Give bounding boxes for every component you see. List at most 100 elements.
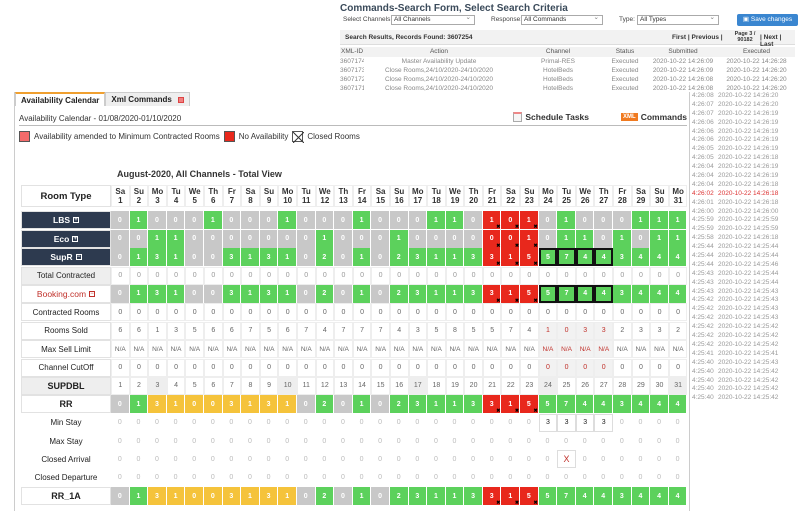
table-row[interactable]: 4:25:42 2020-10-22 14:25:43 xyxy=(692,314,800,323)
table-row[interactable]: 4:26:07 2020-10-22 14:26:20 xyxy=(692,101,800,110)
day-cell[interactable]: 3 xyxy=(222,284,242,303)
day-cell[interactable]: 1 xyxy=(352,487,372,506)
day-cell[interactable]: 3 xyxy=(613,395,632,414)
day-cell[interactable]: 2 xyxy=(315,487,335,506)
column-header[interactable]: Submitted xyxy=(668,48,698,55)
day-cell[interactable]: 3 xyxy=(482,248,502,267)
row-label[interactable]: LBS + xyxy=(21,211,111,230)
day-cell[interactable]: 1 xyxy=(445,248,465,267)
table-row[interactable]: 4:25:43 2020-10-22 14:25:44 xyxy=(692,279,800,288)
day-cell[interactable]: 1 xyxy=(278,395,297,414)
day-cell[interactable]: 7 xyxy=(557,284,576,303)
table-row[interactable]: 4:25:40 2020-10-22 14:25:43 xyxy=(692,359,800,368)
day-cell[interactable]: 3 xyxy=(148,284,167,303)
response-select[interactable]: All Commands xyxy=(521,14,603,25)
day-cell[interactable]: 0 xyxy=(594,229,614,248)
day-cell[interactable]: 3 xyxy=(464,487,483,506)
day-cell[interactable]: 5 xyxy=(538,395,558,414)
day-cell[interactable]: 5 xyxy=(520,395,539,414)
day-cell[interactable]: 1 xyxy=(427,248,446,267)
pager-next-last[interactable]: | Next | Last xyxy=(760,34,782,48)
day-cell[interactable]: 0 xyxy=(111,284,130,303)
day-cell[interactable]: 0 xyxy=(111,395,130,414)
day-cell[interactable]: 0 xyxy=(501,229,521,249)
day-cell[interactable]: 0 xyxy=(241,229,260,248)
day-cell[interactable]: 4 xyxy=(668,395,688,414)
day-cell[interactable]: 0 xyxy=(334,211,353,230)
day-cell[interactable]: 4 xyxy=(594,487,614,506)
day-cell[interactable]: 3 xyxy=(408,395,428,414)
day-cell[interactable]: 1 xyxy=(427,395,446,414)
day-cell[interactable]: 1 xyxy=(278,284,297,303)
day-cell[interactable]: 5 xyxy=(538,487,558,506)
day-cell[interactable]: 4 xyxy=(650,487,669,506)
day-cell[interactable]: 4 xyxy=(631,487,651,506)
day-cell[interactable]: 3 xyxy=(464,284,483,303)
day-cell[interactable]: 2 xyxy=(315,284,335,303)
day-cell[interactable]: 4 xyxy=(650,284,669,303)
day-cell[interactable]: 0 xyxy=(129,229,149,248)
xml-commands-button[interactable]: XML Commands xyxy=(621,112,687,122)
day-cell[interactable]: 0 xyxy=(185,284,204,303)
day-cell[interactable]: 1 xyxy=(278,211,297,230)
day-cell[interactable]: 4 xyxy=(631,284,651,303)
day-cell[interactable]: 1 xyxy=(166,229,186,248)
day-cell[interactable]: 1 xyxy=(631,211,651,230)
day-cell[interactable]: 1 xyxy=(501,248,521,267)
day-cell[interactable]: 5 xyxy=(538,284,558,303)
day-cell[interactable]: 1 xyxy=(166,487,186,506)
day-cell[interactable]: 3 xyxy=(222,395,242,414)
day-cell[interactable]: 2 xyxy=(389,487,409,506)
column-header[interactable]: Action xyxy=(429,48,449,55)
table-row[interactable]: 4:25:40 2020-10-22 14:25:42 xyxy=(692,368,800,377)
table-row[interactable]: 4:25:40 2020-10-22 14:25:42 xyxy=(692,377,800,386)
table-row[interactable]: 4:25:58 2020-10-22 14:26:18 xyxy=(692,234,800,243)
day-cell[interactable]: 0 xyxy=(334,229,353,248)
day-cell[interactable]: 3 xyxy=(482,284,502,304)
table-row[interactable]: 4:25:42 2020-10-22 14:25:42 xyxy=(692,332,800,341)
day-cell[interactable]: 1 xyxy=(129,487,149,506)
day-cell[interactable]: 0 xyxy=(259,211,279,230)
pager-first-previous[interactable]: First | Previous | xyxy=(672,34,723,41)
day-cell[interactable]: 0 xyxy=(445,229,465,248)
day-cell[interactable]: 0 xyxy=(296,487,316,506)
day-cell[interactable]: 3 xyxy=(259,487,279,506)
day-cell[interactable]: 0 xyxy=(296,395,316,414)
day-cell[interactable]: 3 xyxy=(613,284,632,303)
table-row[interactable]: 3607172 Close Rooms,24/10/2020-24/10/2020… xyxy=(340,75,795,84)
day-cell[interactable]: 1 xyxy=(501,284,521,304)
day-cell[interactable]: 0 xyxy=(111,229,130,248)
day-cell[interactable]: 0 xyxy=(538,229,558,248)
day-cell[interactable]: 0 xyxy=(427,229,446,248)
day-cell[interactable]: 1 xyxy=(427,487,446,506)
column-header[interactable]: XML-ID xyxy=(340,48,364,55)
day-cell[interactable]: 0 xyxy=(185,487,204,506)
day-cell[interactable]: 1 xyxy=(241,395,260,414)
day-cell[interactable]: 1 xyxy=(501,487,521,506)
day-cell[interactable]: 1 xyxy=(389,229,409,248)
day-cell[interactable]: 0 xyxy=(371,248,390,267)
table-row[interactable]: 4:26:06 2020-10-22 14:26:19 xyxy=(692,136,800,145)
day-cell[interactable]: 4 xyxy=(668,248,688,267)
day-cell[interactable]: 7 xyxy=(557,487,576,506)
day-cell[interactable]: 3 xyxy=(613,248,632,267)
day-cell[interactable]: 4 xyxy=(668,487,688,506)
day-cell[interactable]: 1 xyxy=(278,487,297,506)
row-label[interactable]: Eco + xyxy=(21,229,111,248)
day-cell[interactable]: 5 xyxy=(520,284,539,304)
day-cell[interactable]: 0 xyxy=(148,211,167,230)
day-cell[interactable]: 4 xyxy=(575,248,595,267)
row-label[interactable]: Booking.com − xyxy=(21,284,111,303)
table-row[interactable]: 4:26:05 2020-10-22 14:26:18 xyxy=(692,154,800,163)
day-cell[interactable]: 0 xyxy=(185,395,204,414)
day-cell[interactable]: 0 xyxy=(613,211,632,230)
table-row[interactable]: 4:26:01 2020-10-22 14:26:18 xyxy=(692,199,800,208)
day-cell[interactable]: 0 xyxy=(464,229,483,248)
day-cell[interactable]: 3 xyxy=(408,248,428,267)
day-cell[interactable]: 0 xyxy=(334,284,353,303)
day-cell[interactable]: 0 xyxy=(315,211,335,230)
day-cell[interactable]: 0 xyxy=(203,395,223,414)
day-cell[interactable]: 0 xyxy=(203,248,223,267)
day-cell[interactable]: 0 xyxy=(166,211,186,230)
table-row[interactable]: 3607174 Master Availability Update Primal-… xyxy=(340,57,795,66)
